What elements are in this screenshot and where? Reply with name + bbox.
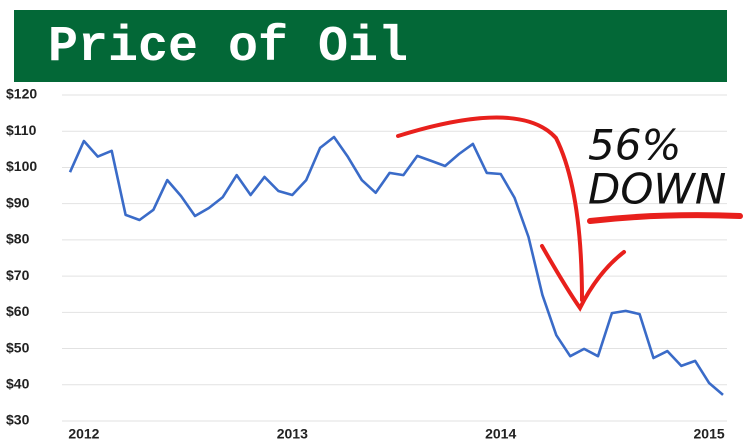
y-tick-label: $30 (6, 412, 30, 428)
y-tick-label: $70 (6, 267, 30, 283)
underline (587, 212, 743, 224)
y-tick-label: $40 (6, 375, 30, 391)
arrow-head (540, 244, 626, 312)
y-tick-label: $90 (6, 194, 30, 210)
x-tick-label: 2015 (694, 426, 725, 442)
title-banner (14, 10, 727, 82)
price-line (68, 135, 724, 396)
y-tick-label: $110 (6, 122, 37, 138)
x-tick-label: 2014 (485, 426, 516, 442)
plot (68, 135, 724, 396)
y-tick-label: $80 (6, 231, 30, 247)
x-tick-label: 2013 (277, 426, 308, 442)
y-tick-label: $60 (6, 303, 30, 319)
grid: $30 $40 $50 $60 $70 $80 $90 $100 $110 $120 2012 201… (6, 86, 727, 442)
y-tick-label: $120 (6, 86, 37, 102)
annotation: 56% (588, 121, 681, 170)
x-tick-label: 2012 (68, 426, 99, 442)
arrow-curve (396, 115, 584, 302)
annotation: DOWN (588, 165, 726, 214)
chart-title: Price of Oil (48, 19, 408, 76)
y-tick-label: $50 (6, 339, 30, 355)
y-tick-label: $100 (6, 158, 37, 174)
